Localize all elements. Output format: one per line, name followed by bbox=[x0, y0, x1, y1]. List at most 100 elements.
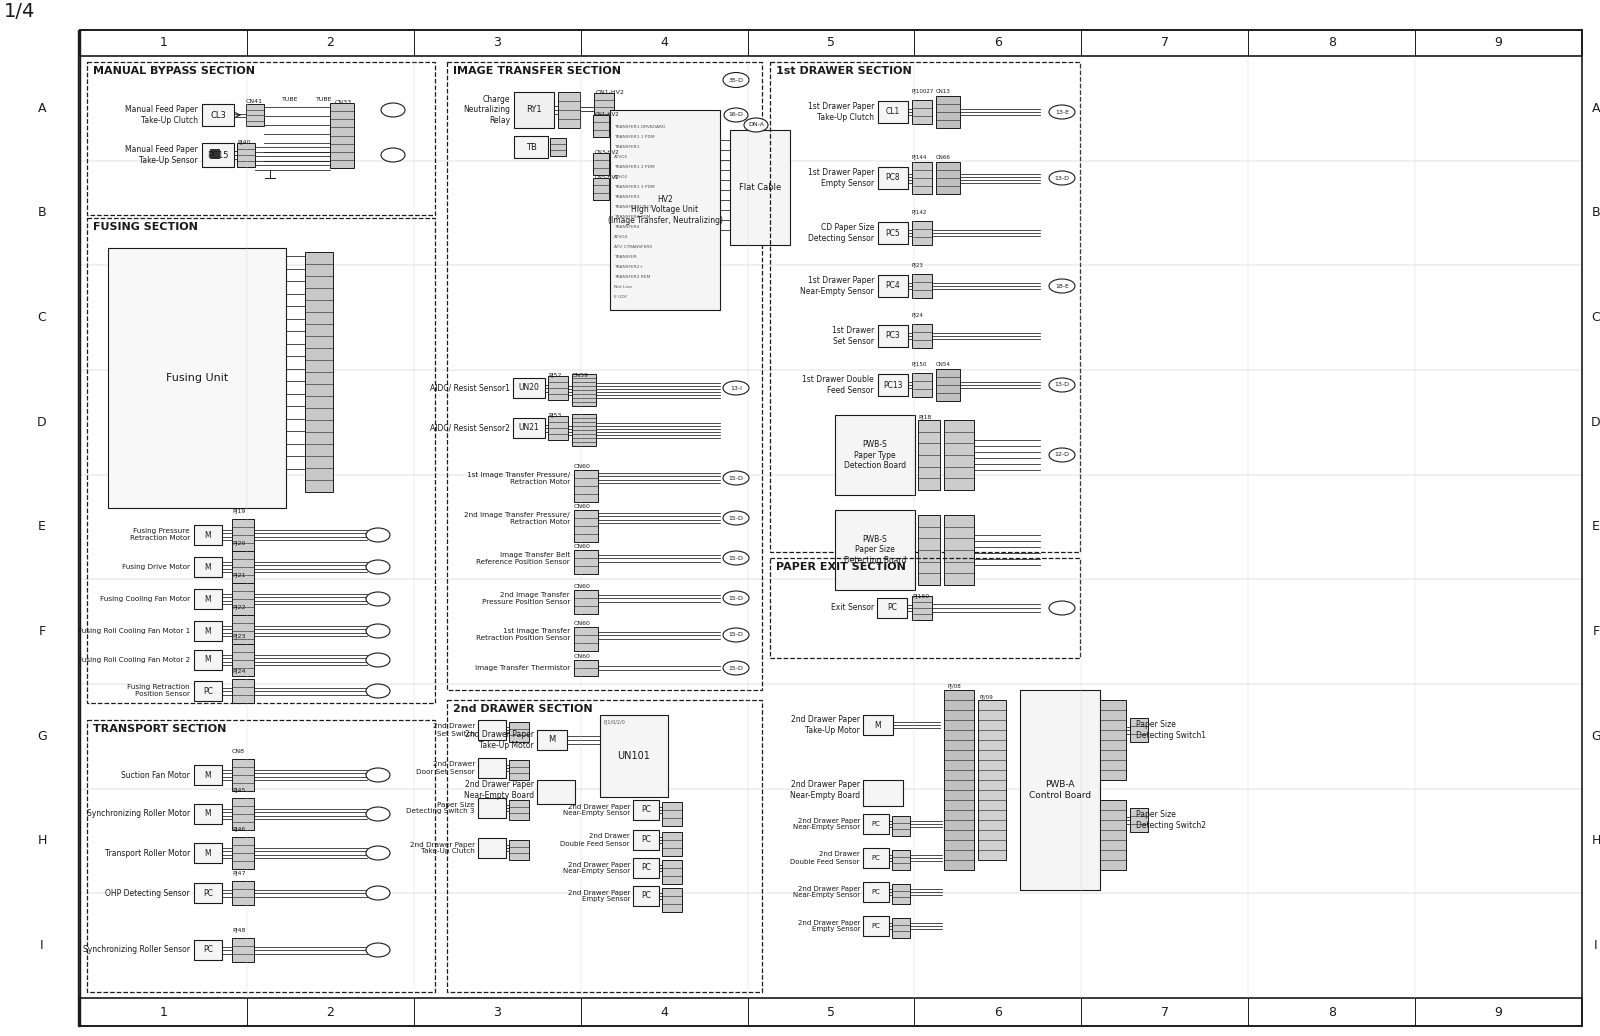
Bar bbox=[944, 690, 974, 870]
Text: I: I bbox=[1594, 940, 1598, 952]
Text: 2: 2 bbox=[326, 1006, 334, 1018]
Text: 1st Drawer Double
Feed Sensor: 1st Drawer Double Feed Sensor bbox=[802, 375, 874, 395]
Bar bbox=[912, 100, 931, 124]
Text: Paper Size
Detecting Switch 3: Paper Size Detecting Switch 3 bbox=[406, 802, 475, 814]
Text: PJ20: PJ20 bbox=[232, 541, 245, 546]
Text: C: C bbox=[1592, 311, 1600, 324]
Bar bbox=[194, 843, 222, 863]
Bar bbox=[547, 376, 568, 400]
Bar bbox=[574, 589, 598, 614]
Ellipse shape bbox=[1050, 601, 1075, 615]
Text: PJ22: PJ22 bbox=[232, 605, 245, 610]
Bar bbox=[232, 615, 254, 648]
Text: ATVO2: ATVO2 bbox=[614, 175, 629, 179]
Text: Fusing Drive Motor: Fusing Drive Motor bbox=[122, 564, 190, 570]
Bar bbox=[936, 369, 960, 401]
Ellipse shape bbox=[744, 118, 768, 132]
Text: B: B bbox=[1592, 206, 1600, 220]
Bar bbox=[202, 104, 234, 126]
Bar bbox=[194, 525, 222, 545]
Text: 13-D: 13-D bbox=[1054, 382, 1069, 387]
Text: ATVO4: ATVO4 bbox=[614, 235, 629, 239]
Text: 35-D: 35-D bbox=[728, 78, 744, 83]
Text: H: H bbox=[1592, 835, 1600, 847]
Text: M: M bbox=[205, 530, 211, 540]
Text: F: F bbox=[1592, 625, 1600, 638]
Text: 9: 9 bbox=[1494, 36, 1502, 50]
Bar bbox=[232, 837, 254, 869]
Text: PJ53: PJ53 bbox=[547, 413, 562, 418]
Text: 2nd Image Transfer Pressure/
Retraction Motor: 2nd Image Transfer Pressure/ Retraction … bbox=[464, 512, 570, 524]
Text: PJ142: PJ142 bbox=[912, 210, 928, 215]
Bar bbox=[573, 414, 595, 447]
Bar bbox=[893, 816, 910, 836]
Bar bbox=[574, 510, 598, 542]
Bar bbox=[232, 644, 254, 677]
Text: B: B bbox=[38, 206, 46, 220]
Text: H: H bbox=[37, 835, 46, 847]
Bar bbox=[862, 715, 893, 735]
Text: 15-D: 15-D bbox=[728, 633, 744, 637]
Text: ON1-HV2: ON1-HV2 bbox=[595, 90, 626, 95]
Bar bbox=[232, 798, 254, 830]
Text: TRANSFER2 REM: TRANSFER2 REM bbox=[614, 275, 650, 279]
Text: Image Transfer Thermistor: Image Transfer Thermistor bbox=[475, 665, 570, 671]
Ellipse shape bbox=[366, 684, 390, 698]
Text: CN60: CN60 bbox=[574, 621, 590, 626]
Bar bbox=[1101, 800, 1126, 870]
Text: CN66: CN66 bbox=[936, 155, 950, 160]
Text: 2nd Drawer Paper
Empty Sensor: 2nd Drawer Paper Empty Sensor bbox=[568, 890, 630, 902]
Text: CN5-HV2: CN5-HV2 bbox=[595, 175, 619, 180]
Text: 9: 9 bbox=[1494, 1006, 1502, 1018]
Text: C: C bbox=[38, 311, 46, 324]
Bar bbox=[306, 252, 333, 492]
Bar bbox=[509, 722, 530, 742]
Text: TRANSFER2+: TRANSFER2+ bbox=[614, 265, 643, 269]
Text: PC: PC bbox=[642, 835, 651, 844]
Text: Net Line: Net Line bbox=[614, 285, 632, 289]
Bar bbox=[878, 222, 909, 244]
Ellipse shape bbox=[366, 592, 390, 606]
Text: 2nd Drawer Paper
Near-Empty Sensor: 2nd Drawer Paper Near-Empty Sensor bbox=[794, 886, 861, 898]
Text: Fusing Roll Cooling Fan Motor 2: Fusing Roll Cooling Fan Motor 2 bbox=[78, 657, 190, 663]
Bar bbox=[634, 858, 659, 877]
Text: 6: 6 bbox=[994, 1006, 1002, 1018]
Text: PJ40: PJ40 bbox=[237, 140, 250, 145]
Bar bbox=[594, 93, 614, 121]
Text: A: A bbox=[1592, 102, 1600, 115]
Bar bbox=[594, 153, 610, 175]
Text: PJ23: PJ23 bbox=[912, 263, 923, 268]
Text: PJ24: PJ24 bbox=[232, 669, 245, 674]
Bar bbox=[878, 325, 909, 347]
Text: 15-D: 15-D bbox=[728, 665, 744, 670]
Text: PC: PC bbox=[872, 923, 880, 929]
Text: RY1: RY1 bbox=[526, 106, 542, 115]
Text: 2nd Drawer Paper
Near-Empty Sensor: 2nd Drawer Paper Near-Empty Sensor bbox=[563, 862, 630, 874]
Bar bbox=[573, 374, 595, 406]
Bar bbox=[893, 918, 910, 938]
Bar bbox=[912, 596, 931, 620]
Text: UN21: UN21 bbox=[518, 424, 539, 432]
Text: 3: 3 bbox=[493, 36, 501, 50]
Text: PWB-S
Paper Type
Detection Board: PWB-S Paper Type Detection Board bbox=[843, 440, 906, 470]
Bar bbox=[770, 558, 1080, 658]
Text: Exit Sensor: Exit Sensor bbox=[830, 604, 874, 612]
Text: PJ24: PJ24 bbox=[912, 313, 923, 318]
Text: 13-I: 13-I bbox=[730, 385, 742, 391]
Text: PC5: PC5 bbox=[886, 229, 901, 237]
Text: HV2
High Voltage Unit
(Image Transfer, Neutralizing): HV2 High Voltage Unit (Image Transfer, N… bbox=[608, 195, 723, 225]
Bar bbox=[594, 115, 610, 137]
Text: PC15: PC15 bbox=[208, 150, 229, 160]
Text: CN60: CN60 bbox=[574, 544, 590, 549]
Bar bbox=[86, 62, 435, 215]
Bar bbox=[194, 650, 222, 670]
Text: AIDC/ Resist Sensor1: AIDC/ Resist Sensor1 bbox=[430, 383, 510, 393]
Bar bbox=[878, 167, 909, 189]
Bar bbox=[194, 557, 222, 577]
Bar bbox=[862, 848, 890, 868]
Text: PJ/09: PJ/09 bbox=[979, 695, 994, 700]
Bar bbox=[330, 103, 354, 168]
Text: M: M bbox=[549, 736, 555, 745]
Text: PC8: PC8 bbox=[886, 173, 901, 182]
Text: 2nd Drawer Paper
Near-Empty Sensor: 2nd Drawer Paper Near-Empty Sensor bbox=[794, 817, 861, 831]
